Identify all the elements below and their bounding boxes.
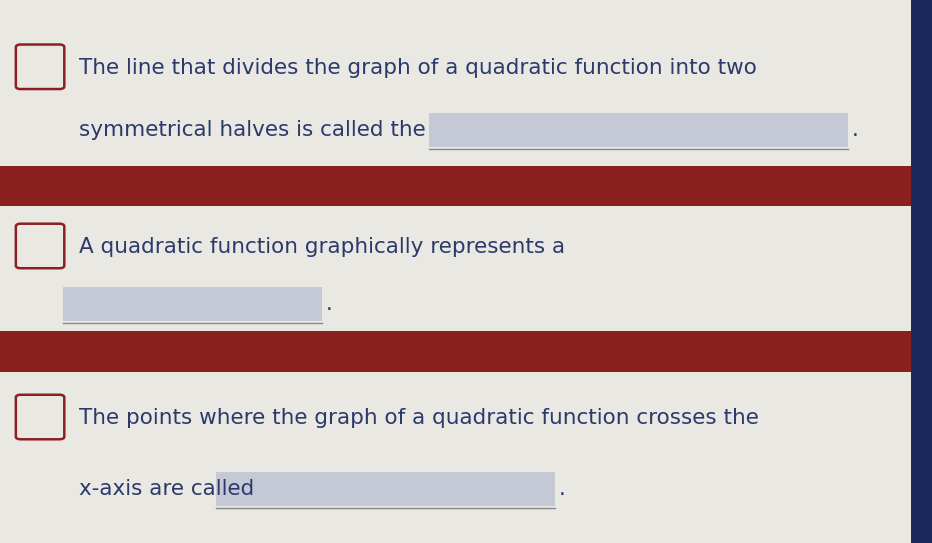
Text: symmetrical halves is called the: symmetrical halves is called the bbox=[79, 121, 426, 140]
FancyBboxPatch shape bbox=[63, 287, 322, 321]
FancyBboxPatch shape bbox=[216, 472, 555, 506]
FancyBboxPatch shape bbox=[0, 331, 911, 372]
Text: The line that divides the graph of a quadratic function into two: The line that divides the graph of a qua… bbox=[79, 58, 757, 78]
Text: The points where the graph of a quadratic function crosses the: The points where the graph of a quadrati… bbox=[79, 408, 759, 428]
Text: A quadratic function graphically represents a: A quadratic function graphically represe… bbox=[79, 237, 566, 257]
FancyBboxPatch shape bbox=[429, 113, 848, 147]
Text: .: . bbox=[558, 479, 565, 498]
Text: x-axis are called: x-axis are called bbox=[79, 479, 254, 498]
FancyBboxPatch shape bbox=[911, 0, 932, 543]
Text: .: . bbox=[852, 121, 858, 140]
Text: .: . bbox=[325, 294, 332, 314]
FancyBboxPatch shape bbox=[0, 166, 911, 206]
